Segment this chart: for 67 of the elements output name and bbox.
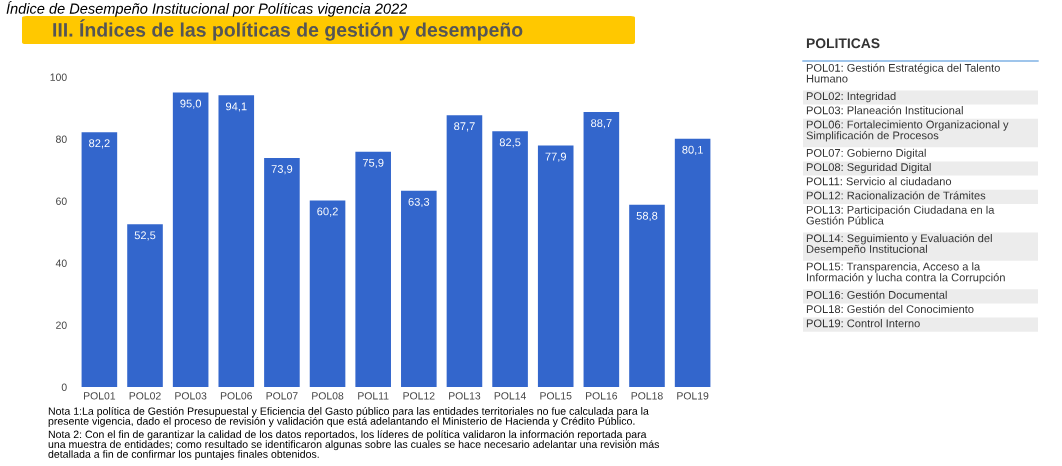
data-label: 80,1 [682,145,703,155]
x-tick-label: POL01 [84,392,116,400]
data-label: 87,7 [454,122,475,132]
text: POL11: Servicio al ciudadano [806,177,952,186]
bar [446,115,483,387]
text: POL18: Gestión del Conocimiento [806,304,974,314]
text: POL02: Integridad [806,91,896,103]
bar [537,145,574,387]
text: Nota 1:La política de Gestión Presupuestal y Eficiencia del Gasto público para las entidades territoriales no fue calculada para la presente vigencia, dado el proceso de revisión y validación que está adelantando el Ministerio de Hacienda y Crédito Público. [48,407,649,427]
chart-title: Índice de Desempeño Institucional por Políticas vigencia 2022 [6,1,408,17]
y-tick-label: 100 [50,73,67,81]
data-label: 88,7 [591,119,612,129]
x-tick-label: POL02 [129,392,161,400]
text: POL08: Seguridad Digital [806,162,931,174]
bar [492,131,528,387]
data-label: 94,1 [225,102,247,112]
bar [264,157,300,387]
text: POLITICAS [806,38,880,49]
data-label: 58,8 [636,211,658,222]
bar [309,200,346,387]
x-tick-label: POL15 [540,392,572,400]
y-tick-label: 60 [56,197,67,205]
data-label: 82,5 [499,138,521,148]
bar [172,92,209,387]
data-label: 95,0 [180,99,202,109]
x-tick-label: POL14 [494,392,526,400]
x-tick-label: POL13 [449,392,481,400]
chart-subtitle: III. Índices de las políticas de gestión y desempeño [53,19,523,41]
x-tick-label: POL08 [312,392,344,400]
y-tick-label: 40 [55,259,67,267]
y-tick-label: 20 [56,321,67,329]
text: POL06: Fortalecimiento Organizacional y Simplificación de Procesos [806,120,1009,142]
x-tick-label: POL03 [175,392,207,400]
y-tick-label: 0 [61,383,67,391]
text: POL16: Gestión Documental [806,290,947,299]
text: POL13: Participación Ciudadana en la Gestión Pública [806,205,995,225]
x-tick-label: POL06 [220,392,253,400]
bar [127,224,163,387]
text: POL14: Seguimiento y Evaluación del Desempeño Institucional [806,233,992,256]
text: Nota 2: Con el fin de garantizar la calidad de los datos reportados, los líderes de política validaron la información reportada para una muestra de entidades; como resultado se identificaron algunas sobre las cuales se hace necesario adelantar una revisión más detallada a fin de confirmar los puntajes finales obtenidos. [48,430,660,460]
x-tick-label: POL18 [631,392,663,400]
x-tick-label: POL12 [403,392,435,400]
x-tick-label: POL16 [585,392,618,400]
text: POL03: Planeación Institucional [806,105,963,115]
x-tick-label: POL19 [677,392,709,400]
data-label: 52,5 [134,231,156,241]
text: POL12: Racionalización de Trámites [806,191,986,200]
data-label: 77,9 [545,152,567,162]
bar [355,151,391,387]
text: POL15: Transparencia, Acceso a la Información y lucha contra la Corrupción [806,262,1005,284]
bar [674,138,711,387]
text: POL07: Gobierno Digital [806,148,926,160]
text: POL19: Control Interno [806,319,920,328]
x-tick-label: POL11 [358,392,389,400]
bar [629,204,665,387]
bar [583,112,620,387]
x-tick-label: POL07 [266,392,298,400]
text: POL01: Gestión Estratégica del Talento Humano [806,63,1000,83]
data-label: 82,2 [89,139,110,149]
y-tick-label: 80 [56,135,67,143]
bar [81,132,118,387]
bar [218,95,255,387]
data-label: 73,9 [271,165,293,175]
bar [401,190,437,387]
data-label: 75,9 [362,158,384,168]
data-label: 60,2 [317,207,338,217]
data-label: 63,3 [408,197,430,208]
